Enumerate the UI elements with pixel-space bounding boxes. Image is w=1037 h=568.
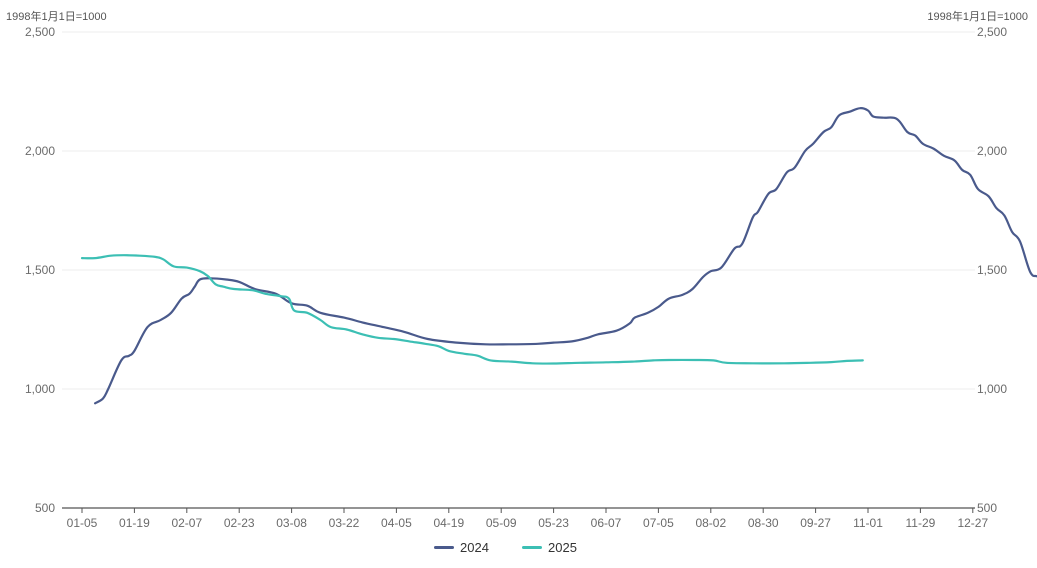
y-tick-label-right: 1,500: [977, 263, 1007, 277]
tick-labels: 500 500 1,000 1,000 1,500 1,500 2,000 2,000 2,50…: [25, 25, 1007, 530]
legend-label-2024: 2024: [460, 540, 489, 555]
series-line-2025[interactable]: [80, 254, 864, 365]
x-tick-label: 04-05: [381, 516, 412, 530]
grid-lines: [62, 31, 975, 390]
x-tick-label: 05-09: [486, 516, 517, 530]
x-tick-label: 02-07: [171, 516, 202, 530]
series-lines: [80, 107, 1037, 405]
y-tick-label-left: 2,000: [25, 144, 55, 158]
legend: 2024 2025: [0, 540, 1037, 560]
x-tick-label: 02-23: [224, 516, 255, 530]
y-tick-label-left: 2,500: [25, 25, 55, 39]
y-tick-label-left: 1,000: [25, 382, 55, 396]
x-tick-label: 03-08: [276, 516, 307, 530]
axes: [62, 507, 975, 513]
left-axis-unit-label: 1998年1月1日=1000: [6, 11, 107, 23]
x-tick-label: 01-05: [67, 516, 98, 530]
y-tick-label-left: 1,500: [25, 263, 55, 277]
x-tick-label: 11-01: [853, 516, 883, 530]
legend-item-2025[interactable]: 2025: [522, 540, 577, 555]
series-line-2024[interactable]: [94, 107, 1037, 405]
x-tick-label: 01-19: [119, 516, 150, 530]
x-tick-label: 12-27: [957, 516, 988, 530]
x-tick-label: 07-05: [643, 516, 674, 530]
x-tick-label: 09-27: [800, 516, 831, 530]
y-tick-label-right: 2,500: [977, 25, 1007, 39]
legend-swatch-2025: [522, 546, 542, 549]
legend-label-2025: 2025: [548, 540, 577, 555]
x-tick-label: 06-07: [591, 516, 622, 530]
legend-swatch-2024: [434, 546, 454, 549]
legend-item-2024[interactable]: 2024: [434, 540, 489, 555]
x-tick-label: 04-19: [433, 516, 464, 530]
right-axis-unit-label: 1998年1月1日=1000: [927, 11, 1028, 23]
y-tick-label-right: 2,000: [977, 144, 1007, 158]
y-tick-label-right: 1,000: [977, 382, 1007, 396]
y-tick-label-right: 500: [977, 501, 997, 515]
x-tick-label: 08-30: [748, 516, 779, 530]
x-tick-label: 11-29: [905, 516, 935, 530]
x-tick-label: 03-22: [329, 516, 360, 530]
x-tick-label: 08-02: [695, 516, 726, 530]
y-tick-label-left: 500: [35, 501, 55, 515]
x-tick-label: 05-23: [538, 516, 569, 530]
